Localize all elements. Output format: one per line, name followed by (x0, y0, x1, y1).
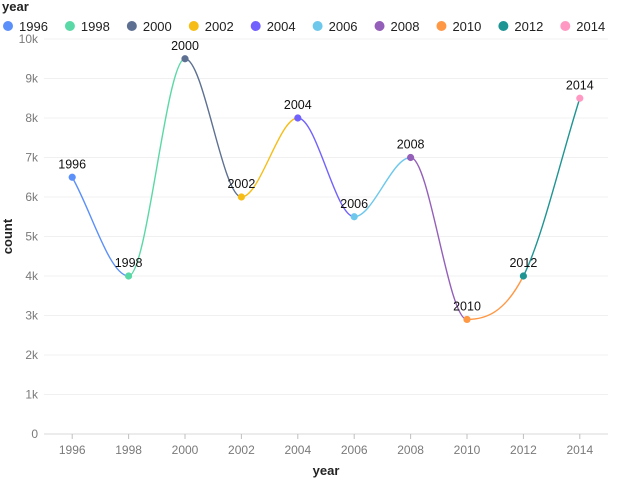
series-line-segment (522, 98, 581, 277)
series-line-segment (297, 117, 355, 218)
y-tick-label: 3k (25, 309, 39, 323)
series-line-segment (71, 176, 129, 277)
legend-label: 1996 (19, 19, 48, 34)
legend-label: 2004 (267, 19, 296, 34)
legend-label: 2012 (514, 19, 543, 34)
data-point[interactable] (68, 173, 76, 181)
legend-swatch (188, 21, 199, 31)
data-labels: 1996 1998 2000 2002 2004 2006 2008 2010 2012 2014 (58, 39, 593, 314)
legend-swatch (560, 21, 571, 31)
legend-item[interactable]: 2000 (126, 19, 172, 34)
y-tick-label: 10k (19, 32, 39, 46)
legend-label: 2000 (143, 19, 172, 34)
x-tick-label: 2014 (566, 443, 593, 457)
legend-item[interactable]: 1998 (64, 19, 110, 34)
legend-item[interactable]: 1996 (3, 19, 48, 34)
y-tick-label: 0 (31, 427, 38, 441)
y-tick-label: 2k (25, 348, 39, 362)
legend-item[interactable]: 2008 (374, 19, 420, 34)
series-lines (71, 58, 581, 321)
legend-swatch (64, 21, 75, 31)
y-tick-label: 5k (25, 230, 39, 244)
legend-swatch (250, 21, 261, 31)
series-line-segment (466, 275, 525, 321)
x-tick-label: 2000 (172, 443, 199, 457)
legend-swatch (126, 21, 137, 31)
data-point[interactable] (463, 315, 471, 324)
y-tick-label: 7k (25, 151, 39, 165)
series-line-segment (128, 58, 186, 277)
data-label: 2004 (284, 98, 312, 112)
series-line-segment (354, 156, 411, 218)
y-tick-label: 8k (25, 111, 39, 125)
data-point[interactable] (181, 55, 189, 63)
legend-label: 2002 (205, 19, 234, 34)
data-label: 2008 (397, 138, 425, 152)
series-line-segment (241, 117, 298, 198)
grid-lines (44, 38, 608, 435)
x-tick-label: 1998 (115, 443, 142, 457)
legend-swatch (374, 21, 385, 31)
y-tick-label: 9k (25, 72, 39, 86)
data-point[interactable] (407, 153, 415, 162)
legend-item[interactable]: 2010 (436, 19, 481, 34)
data-label: 2012 (509, 256, 537, 270)
legend-title: year (2, 0, 29, 14)
data-point[interactable] (350, 213, 358, 221)
x-tick-label: 1996 (59, 443, 86, 457)
legend-label: 2008 (391, 19, 420, 34)
data-label: 2002 (227, 177, 255, 191)
legend-item[interactable]: 2012 (498, 19, 543, 34)
legend-label: 2010 (452, 19, 481, 34)
x-tick-label: 2010 (454, 443, 481, 457)
data-label: 2014 (566, 78, 594, 92)
legend-item[interactable]: 2004 (250, 19, 296, 34)
legend-item[interactable]: 2006 (312, 19, 358, 34)
x-tick-label: 2008 (397, 443, 424, 457)
x-tick-label: 2004 (284, 443, 311, 457)
data-point[interactable] (519, 272, 528, 280)
legend-swatch (498, 21, 509, 31)
legend: year 1996 1998 2000 2002 2004 2006 2008 2010 201… (2, 0, 605, 34)
data-label: 1998 (115, 256, 143, 270)
y-tick-label: 1k (25, 388, 39, 402)
data-label: 2010 (453, 299, 481, 313)
y-axis-title: count (0, 218, 15, 254)
data-point[interactable] (294, 114, 302, 122)
data-point[interactable] (237, 193, 245, 201)
y-tick-label: 4k (25, 269, 39, 283)
series-line-segment (410, 156, 468, 321)
series-line-segment (184, 58, 242, 198)
data-label: 2000 (171, 39, 199, 53)
legend-label: 2014 (576, 19, 605, 34)
legend-label: 2006 (329, 19, 358, 34)
data-points (68, 55, 584, 324)
legend-item[interactable]: 2014 (560, 19, 605, 34)
data-label: 1996 (58, 157, 86, 171)
legend-swatch (312, 21, 323, 31)
legend-swatch (3, 21, 13, 31)
x-tick-label: 2002 (228, 443, 255, 457)
legend-swatch (436, 21, 447, 31)
data-label: 2006 (340, 197, 368, 211)
data-point[interactable] (125, 272, 133, 280)
x-tick-label: 2006 (341, 443, 368, 457)
x-tick-label: 2012 (510, 443, 537, 457)
data-point[interactable] (576, 94, 584, 102)
legend-item[interactable]: 2002 (188, 19, 234, 34)
y-tick-label: 6k (25, 190, 39, 204)
x-axis-title: year (313, 463, 340, 478)
legend-label: 1998 (81, 19, 110, 34)
